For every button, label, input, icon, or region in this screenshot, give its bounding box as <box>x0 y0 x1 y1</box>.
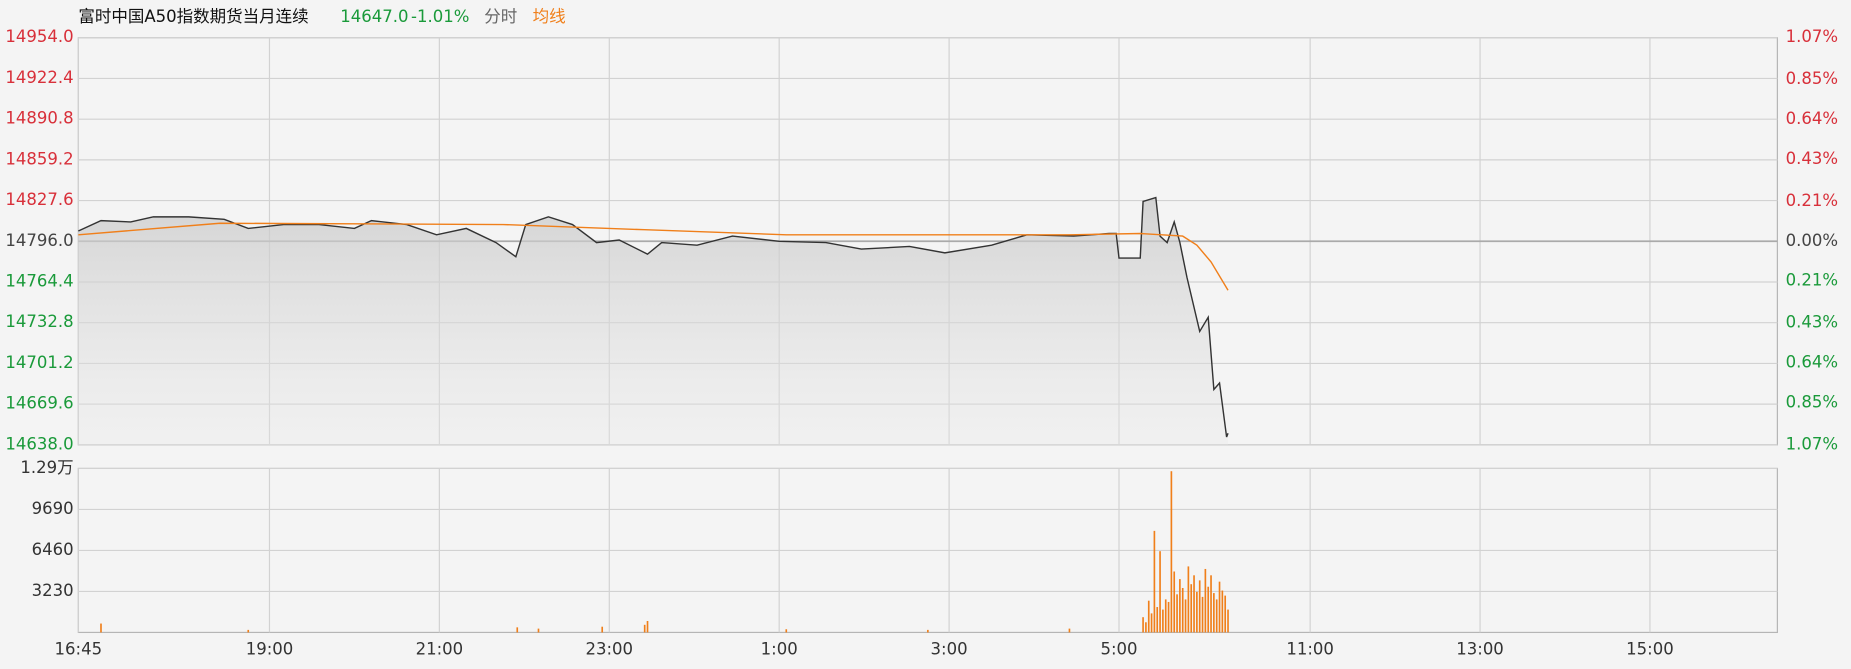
y2-tick-label: 0.85% <box>1786 69 1838 88</box>
y-tick-label: 14890.8 <box>5 109 73 128</box>
volume-bar <box>1145 622 1147 633</box>
volume-bar <box>1215 599 1218 633</box>
x-tick-label: 23:00 <box>586 640 634 659</box>
y2-tick-label: 0.43% <box>1786 313 1838 332</box>
y-tick-label: 3230 <box>32 581 74 600</box>
x-tick-label: 3:00 <box>931 640 968 659</box>
volume-bar <box>1164 599 1167 633</box>
y2-tick-label: 0.00% <box>1786 231 1838 250</box>
volume-bar <box>100 623 102 633</box>
y2-tick-label: 0.21% <box>1786 271 1838 290</box>
y-tick-label: 14954.0 <box>5 27 73 46</box>
y-tick-label: 14764.4 <box>5 271 73 290</box>
volume-bar <box>1190 584 1193 633</box>
y-tick-label: 1.29万 <box>20 458 73 477</box>
volume-bar <box>1179 579 1181 633</box>
volume-bar <box>247 629 250 633</box>
volume-bar <box>516 627 519 633</box>
y-tick-label: 14732.8 <box>5 312 73 331</box>
volume-bar <box>1156 607 1159 633</box>
x-tick-label: 1:00 <box>761 640 798 659</box>
volume-bar <box>1181 587 1184 633</box>
series-line <box>78 196 1229 438</box>
x-tick-label: 21:00 <box>416 640 464 659</box>
volume-bar <box>537 628 540 633</box>
volume-bar <box>1198 580 1201 633</box>
y-tick-label: 14796.0 <box>5 231 73 250</box>
volume-bar <box>1150 613 1153 633</box>
y2-tick-label: 1.07% <box>1786 434 1838 453</box>
y-tick-label: 14859.2 <box>5 149 73 168</box>
x-tick-label: 16:45 <box>55 640 103 659</box>
x-tick-label: 11:00 <box>1286 640 1334 659</box>
quote: 14647.0 <box>340 7 408 26</box>
volume-bar <box>1173 571 1176 633</box>
legend-entry[interactable]: 分时 <box>484 7 517 26</box>
x-tick-label: 5:00 <box>1100 640 1137 659</box>
series-line <box>78 222 1229 291</box>
y-tick-label: 6460 <box>32 540 74 559</box>
volume-bar <box>1170 471 1173 633</box>
x-tick-label: 15:00 <box>1626 640 1674 659</box>
change: -1.01% <box>411 7 469 26</box>
y-tick-label: 14922.4 <box>5 68 73 87</box>
volume-bar <box>1184 599 1187 633</box>
volume-bar <box>1193 575 1195 633</box>
chart-title: 富时中国A50指数期货当月连续 <box>78 7 308 26</box>
volume-bar <box>1176 594 1178 633</box>
x-tick-label: 19:00 <box>246 640 294 659</box>
volume-bar <box>1218 581 1221 633</box>
y-tick-label: 14701.2 <box>5 353 73 372</box>
volume-bar <box>646 620 649 633</box>
volume-bar <box>927 629 929 633</box>
y-tick-label: 14669.6 <box>5 394 73 413</box>
y-tick-label: 14638.0 <box>5 434 73 453</box>
volume-bar <box>1147 600 1150 633</box>
volume-bar <box>1213 593 1215 633</box>
volume-bar <box>1142 617 1144 633</box>
y2-tick-label: 0.64% <box>1786 353 1838 372</box>
volume-bar <box>1224 595 1227 633</box>
volume-bar <box>1196 591 1198 633</box>
volume-bar <box>1204 568 1207 633</box>
y2-tick-label: 0.21% <box>1786 191 1838 210</box>
volume-bar <box>1207 586 1210 633</box>
volume-bar <box>1221 590 1224 633</box>
volume-bar <box>1187 566 1190 633</box>
volume-bar <box>1227 609 1229 633</box>
x-tick-label: 13:00 <box>1456 640 1504 659</box>
price-area <box>78 197 1229 445</box>
y2-tick-label: 0.43% <box>1786 149 1838 168</box>
volume-bar <box>1068 628 1071 633</box>
volume-bar <box>1210 575 1212 633</box>
volume-bar <box>1167 601 1170 633</box>
volume-bar <box>601 626 604 633</box>
volume-bar <box>643 624 646 633</box>
y-tick-label: 14827.6 <box>5 190 73 209</box>
volume-bar <box>1153 530 1156 633</box>
volume-bar <box>1162 609 1164 633</box>
y2-tick-label: 1.07% <box>1786 27 1838 46</box>
volume-bar <box>1201 596 1204 633</box>
y2-tick-label: 0.85% <box>1786 392 1838 411</box>
volume-bar <box>785 629 788 633</box>
legend-entry[interactable]: 均线 <box>533 7 566 26</box>
y-tick-label: 9690 <box>32 499 74 518</box>
volume-bar <box>1159 551 1161 633</box>
y2-tick-label: 0.64% <box>1786 109 1838 128</box>
